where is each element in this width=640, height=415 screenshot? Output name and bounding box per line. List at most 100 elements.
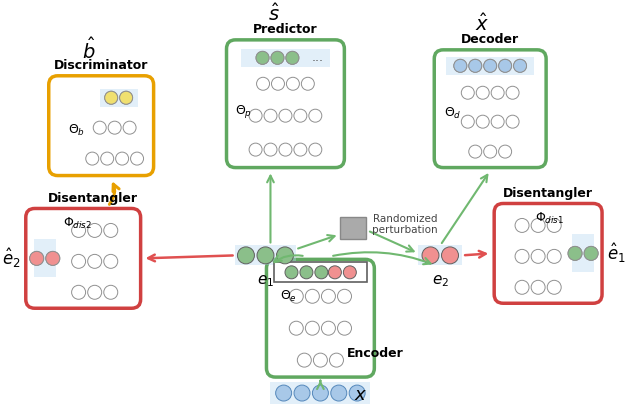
Circle shape bbox=[305, 289, 319, 303]
Circle shape bbox=[513, 59, 527, 72]
Circle shape bbox=[108, 121, 121, 134]
Circle shape bbox=[88, 254, 102, 269]
Circle shape bbox=[287, 77, 300, 90]
Circle shape bbox=[285, 266, 298, 279]
Text: $e_1$: $e_1$ bbox=[257, 273, 274, 289]
Circle shape bbox=[506, 86, 519, 99]
Text: $\hat{e}_1$: $\hat{e}_1$ bbox=[607, 242, 625, 265]
Circle shape bbox=[294, 385, 310, 401]
Circle shape bbox=[264, 109, 277, 122]
Circle shape bbox=[315, 266, 328, 279]
Circle shape bbox=[257, 77, 269, 90]
Circle shape bbox=[476, 86, 489, 99]
Text: Randomized
perturbation: Randomized perturbation bbox=[372, 214, 438, 235]
Bar bbox=[572, 234, 594, 272]
Text: $e_2$: $e_2$ bbox=[432, 273, 449, 289]
Circle shape bbox=[531, 249, 545, 264]
Circle shape bbox=[257, 247, 274, 264]
Circle shape bbox=[249, 109, 262, 122]
Circle shape bbox=[484, 59, 497, 72]
Circle shape bbox=[584, 247, 598, 260]
Circle shape bbox=[256, 51, 269, 64]
Circle shape bbox=[513, 59, 527, 72]
Text: Disentangler: Disentangler bbox=[48, 192, 138, 205]
FancyBboxPatch shape bbox=[266, 259, 374, 377]
FancyBboxPatch shape bbox=[494, 203, 602, 303]
Circle shape bbox=[547, 218, 561, 232]
Circle shape bbox=[271, 51, 284, 64]
Bar bbox=[100, 89, 138, 107]
Circle shape bbox=[276, 385, 292, 401]
Circle shape bbox=[271, 77, 284, 90]
Text: Decoder: Decoder bbox=[461, 33, 519, 46]
Circle shape bbox=[515, 218, 529, 232]
Circle shape bbox=[468, 145, 482, 158]
Circle shape bbox=[328, 266, 341, 279]
Circle shape bbox=[584, 247, 598, 260]
Circle shape bbox=[343, 266, 356, 279]
Circle shape bbox=[337, 321, 351, 335]
Circle shape bbox=[46, 251, 60, 265]
FancyBboxPatch shape bbox=[49, 76, 154, 176]
Circle shape bbox=[547, 249, 561, 264]
Circle shape bbox=[237, 247, 255, 264]
Circle shape bbox=[454, 59, 467, 72]
Circle shape bbox=[289, 289, 303, 303]
Circle shape bbox=[321, 321, 335, 335]
Circle shape bbox=[72, 254, 86, 269]
Circle shape bbox=[331, 385, 347, 401]
Circle shape bbox=[116, 152, 129, 165]
Circle shape bbox=[88, 285, 102, 299]
Circle shape bbox=[301, 77, 314, 90]
Circle shape bbox=[298, 353, 311, 367]
Text: $\hat{e}_2$: $\hat{e}_2$ bbox=[3, 247, 21, 270]
Circle shape bbox=[105, 91, 118, 104]
Circle shape bbox=[279, 143, 292, 156]
Bar bbox=[419, 245, 462, 265]
Circle shape bbox=[104, 285, 118, 299]
Circle shape bbox=[276, 247, 294, 264]
Circle shape bbox=[289, 321, 303, 335]
Circle shape bbox=[249, 143, 262, 156]
Circle shape bbox=[491, 115, 504, 128]
Circle shape bbox=[72, 285, 86, 299]
Circle shape bbox=[294, 109, 307, 122]
Text: $x$: $x$ bbox=[354, 386, 367, 404]
Bar bbox=[271, 382, 371, 404]
FancyBboxPatch shape bbox=[435, 50, 546, 168]
Circle shape bbox=[531, 218, 545, 232]
Text: $\Theta_b$: $\Theta_b$ bbox=[68, 123, 85, 138]
Circle shape bbox=[547, 280, 561, 294]
Bar bbox=[241, 49, 330, 67]
Text: Encoder: Encoder bbox=[347, 347, 404, 360]
Circle shape bbox=[279, 109, 292, 122]
Circle shape bbox=[330, 353, 344, 367]
Text: Discriminator: Discriminator bbox=[54, 59, 148, 72]
Text: $\hat{x}$: $\hat{x}$ bbox=[475, 13, 490, 35]
Bar bbox=[34, 239, 56, 277]
Bar bbox=[340, 217, 366, 239]
Circle shape bbox=[515, 249, 529, 264]
Circle shape bbox=[256, 51, 269, 64]
Circle shape bbox=[454, 59, 467, 72]
Circle shape bbox=[86, 152, 99, 165]
Circle shape bbox=[499, 59, 511, 72]
Circle shape bbox=[104, 223, 118, 237]
Circle shape bbox=[271, 51, 284, 64]
Text: Predictor: Predictor bbox=[253, 23, 317, 37]
Circle shape bbox=[312, 385, 328, 401]
Text: $\hat{b}$: $\hat{b}$ bbox=[82, 37, 95, 63]
Text: $\Theta_d$: $\Theta_d$ bbox=[444, 106, 462, 121]
Text: $\Theta_e$: $\Theta_e$ bbox=[280, 289, 297, 304]
Circle shape bbox=[506, 115, 519, 128]
Circle shape bbox=[499, 145, 511, 158]
Circle shape bbox=[422, 247, 439, 264]
Text: $\Phi_{dis1}$: $\Phi_{dis1}$ bbox=[536, 211, 564, 226]
Circle shape bbox=[568, 247, 582, 260]
Circle shape bbox=[120, 91, 132, 104]
Circle shape bbox=[88, 223, 102, 237]
Bar bbox=[446, 57, 534, 75]
Circle shape bbox=[309, 143, 322, 156]
Circle shape bbox=[286, 51, 299, 64]
Circle shape bbox=[309, 109, 322, 122]
